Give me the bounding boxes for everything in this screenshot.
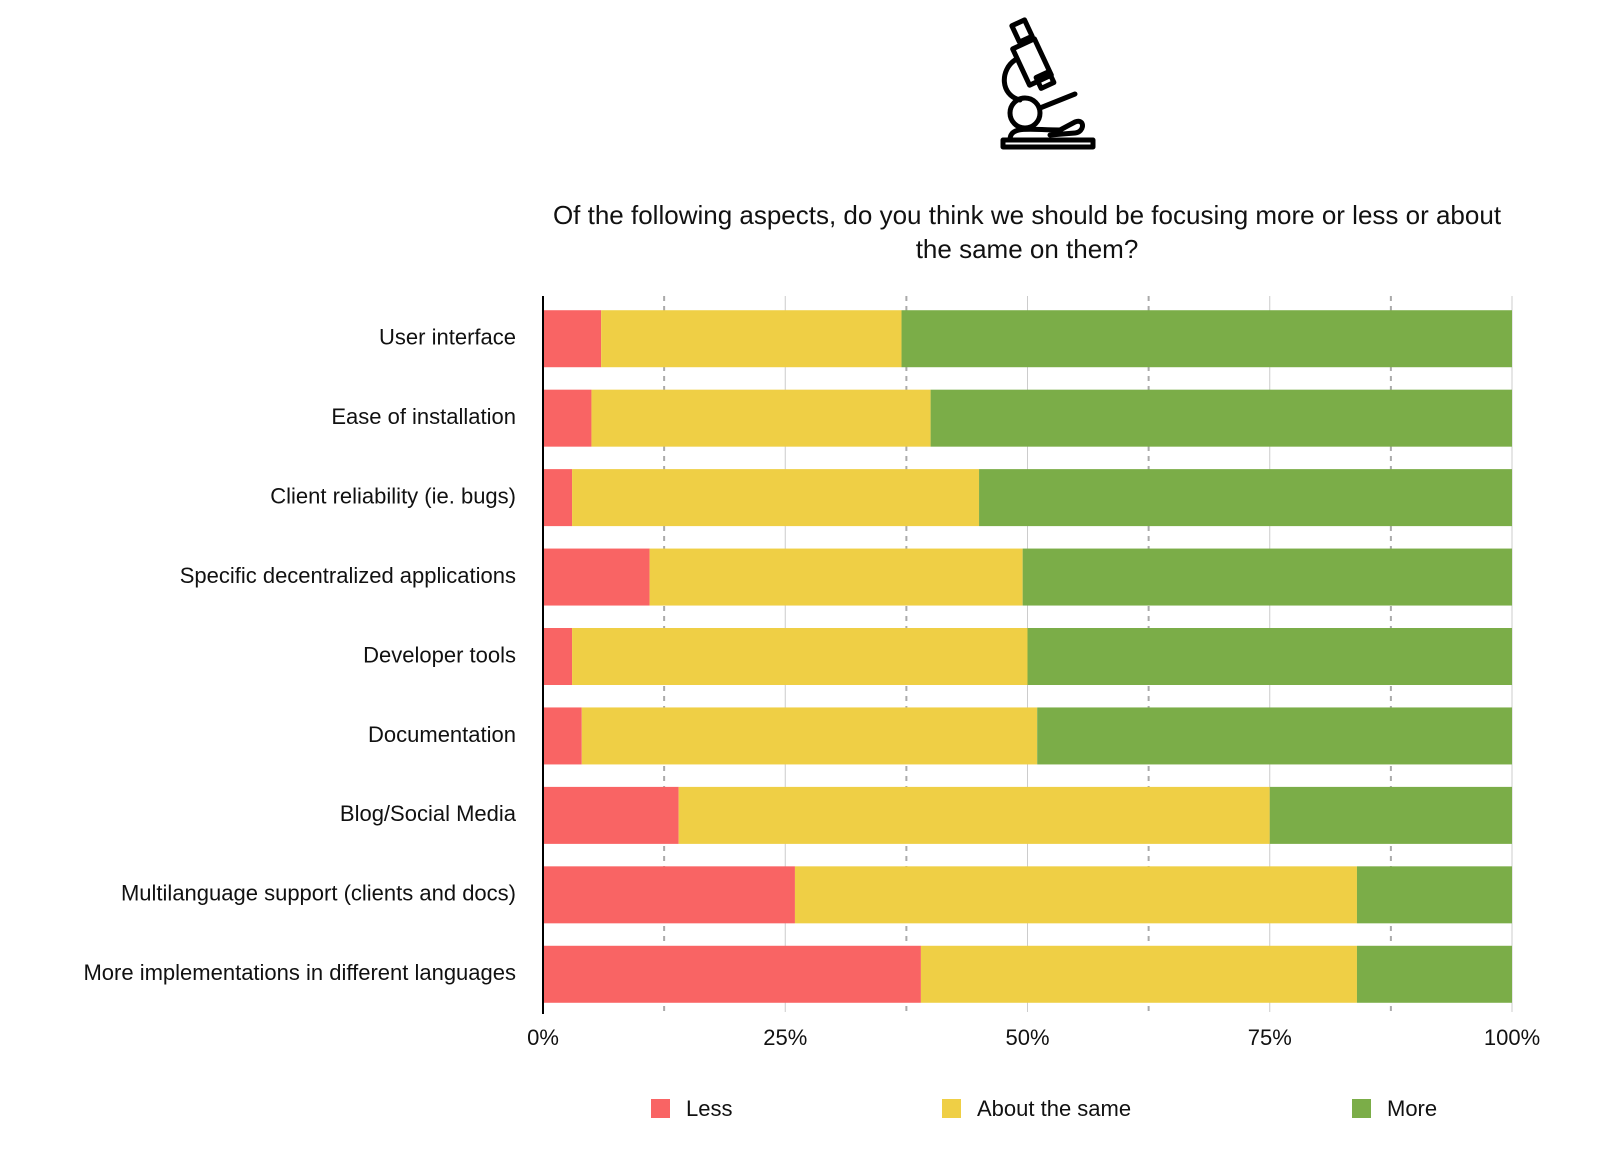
bar-segment bbox=[543, 389, 592, 447]
bar-segment bbox=[794, 866, 1357, 924]
legend-label: More bbox=[1387, 1096, 1437, 1121]
legend-swatch bbox=[1352, 1099, 1371, 1118]
bar-segment bbox=[1356, 866, 1512, 924]
legend-swatch bbox=[651, 1099, 670, 1118]
bar-segment bbox=[543, 548, 650, 606]
bar-segment bbox=[601, 310, 902, 368]
legend-label: Less bbox=[686, 1096, 732, 1121]
bar-segment bbox=[1027, 628, 1512, 685]
x-tick-label: 0% bbox=[527, 1025, 559, 1050]
bar-segment bbox=[572, 469, 980, 527]
bar-segment bbox=[543, 945, 921, 1003]
y-tick-label: Client reliability (ie. bugs) bbox=[270, 483, 516, 508]
bar-segment bbox=[591, 389, 931, 447]
x-tick-label: 25% bbox=[763, 1025, 807, 1050]
legend-label: About the same bbox=[977, 1096, 1131, 1121]
y-tick-label: User interface bbox=[379, 325, 516, 350]
bar-segment bbox=[543, 310, 602, 368]
bar-segment bbox=[1037, 707, 1512, 765]
bar-segment bbox=[979, 469, 1512, 527]
y-tick-label: Specific decentralized applications bbox=[180, 563, 516, 588]
bar-segment bbox=[920, 945, 1357, 1003]
x-tick-label: 75% bbox=[1248, 1025, 1292, 1050]
bar-segment bbox=[1022, 548, 1512, 606]
y-tick-label: Blog/Social Media bbox=[340, 801, 517, 826]
bar-segment bbox=[581, 707, 1038, 765]
bar-segment bbox=[678, 786, 1270, 844]
x-tick-label: 50% bbox=[1005, 1025, 1049, 1050]
microscope-icon bbox=[1000, 17, 1096, 150]
bar-segment bbox=[901, 310, 1512, 368]
bar-segment bbox=[543, 628, 573, 685]
bar-segment bbox=[930, 389, 1512, 447]
bar-segment bbox=[543, 707, 582, 765]
y-tick-label: Documentation bbox=[368, 722, 516, 747]
y-tick-label: More implementations in different langua… bbox=[83, 960, 516, 985]
y-tick-label: Ease of installation bbox=[331, 404, 516, 429]
bar-segment bbox=[543, 786, 679, 844]
bar-segment bbox=[543, 469, 573, 527]
y-tick-label: Developer tools bbox=[363, 642, 516, 667]
x-tick-label: 100% bbox=[1484, 1025, 1540, 1050]
y-tick-label: Multilanguage support (clients and docs) bbox=[121, 881, 516, 906]
bar-segment bbox=[1356, 945, 1512, 1003]
bar-segment bbox=[572, 628, 1028, 685]
bar-segment bbox=[1269, 786, 1512, 844]
chart-title: Of the following aspects, do you think w… bbox=[552, 200, 1502, 264]
bar-segment bbox=[649, 548, 1023, 606]
bar-segment bbox=[543, 866, 795, 924]
legend-swatch bbox=[942, 1099, 961, 1118]
